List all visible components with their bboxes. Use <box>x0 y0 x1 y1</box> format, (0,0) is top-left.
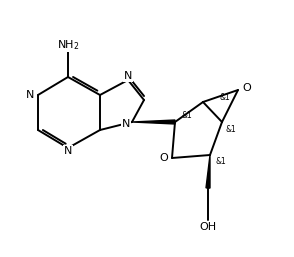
Text: &1: &1 <box>215 158 226 167</box>
Polygon shape <box>206 155 210 188</box>
Text: OH: OH <box>199 222 217 232</box>
Text: O: O <box>159 153 168 163</box>
Text: O: O <box>242 83 251 93</box>
Text: N: N <box>122 119 130 129</box>
Polygon shape <box>132 120 175 124</box>
Text: N: N <box>26 90 34 100</box>
Text: N: N <box>124 71 132 81</box>
Text: &1: &1 <box>181 111 192 120</box>
Text: &1: &1 <box>225 125 236 134</box>
Text: N: N <box>64 146 72 156</box>
Text: &1: &1 <box>220 94 231 103</box>
Text: NH$_2$: NH$_2$ <box>57 38 79 52</box>
